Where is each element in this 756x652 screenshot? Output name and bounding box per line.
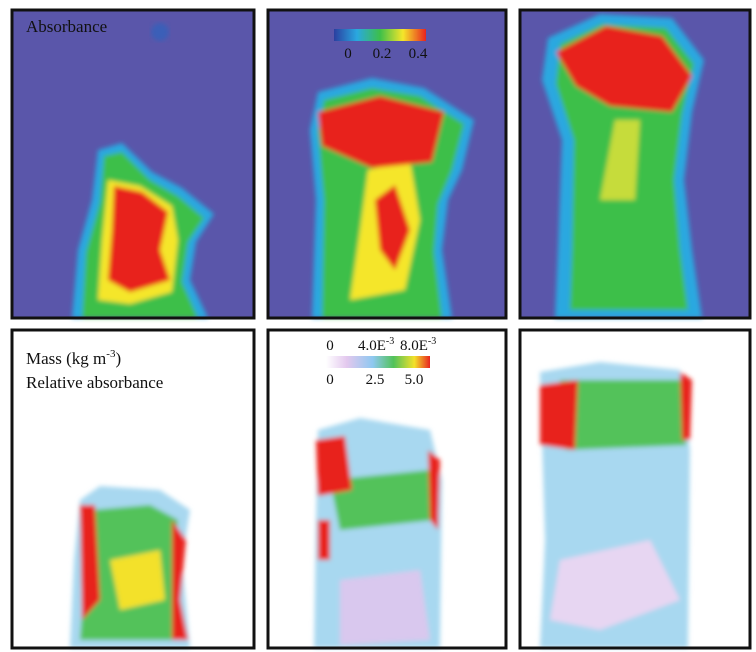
plume [70, 486, 190, 648]
label-part: Mass (kg m [26, 349, 106, 368]
colorbar-tick: 0.2 [373, 46, 392, 62]
plume [540, 362, 692, 648]
panel-frame [266, 328, 508, 650]
panel-label: Mass (kg m-3) [26, 348, 121, 368]
label-part: -3 [428, 336, 436, 347]
colorbar-tick: 8.0E-3 [400, 336, 436, 354]
panel-frame [266, 8, 508, 320]
label-part: ) [115, 349, 121, 368]
colorbar-tick: 5.0 [405, 372, 424, 388]
colorbar-tick: 4.0E-3 [358, 336, 394, 354]
panel-label: Absorbance [26, 17, 107, 36]
label-part: -3 [386, 336, 394, 347]
colorbar [334, 29, 426, 41]
colorbar [326, 356, 430, 368]
colorbar-tick: 0.4 [409, 46, 428, 62]
plume [314, 418, 442, 648]
plume [72, 143, 214, 318]
plume [310, 78, 474, 318]
colorbar-tick: 2.5 [366, 372, 385, 388]
panel-frame [518, 8, 752, 320]
colorbar-tick: 0 [344, 46, 352, 62]
label-part: 8.0E [400, 338, 428, 354]
label-part: -3 [106, 348, 116, 360]
colorbar-tick: 0 [326, 338, 334, 354]
panel-frame [10, 8, 256, 320]
colorbar-tick: 0 [326, 372, 334, 388]
panel-frame [10, 328, 256, 650]
label-part: 4.0E [358, 338, 386, 354]
panel-label: Relative absorbance [26, 373, 163, 392]
plume [542, 14, 704, 318]
label-part: 0 [326, 338, 334, 354]
panel-frame [518, 328, 752, 650]
